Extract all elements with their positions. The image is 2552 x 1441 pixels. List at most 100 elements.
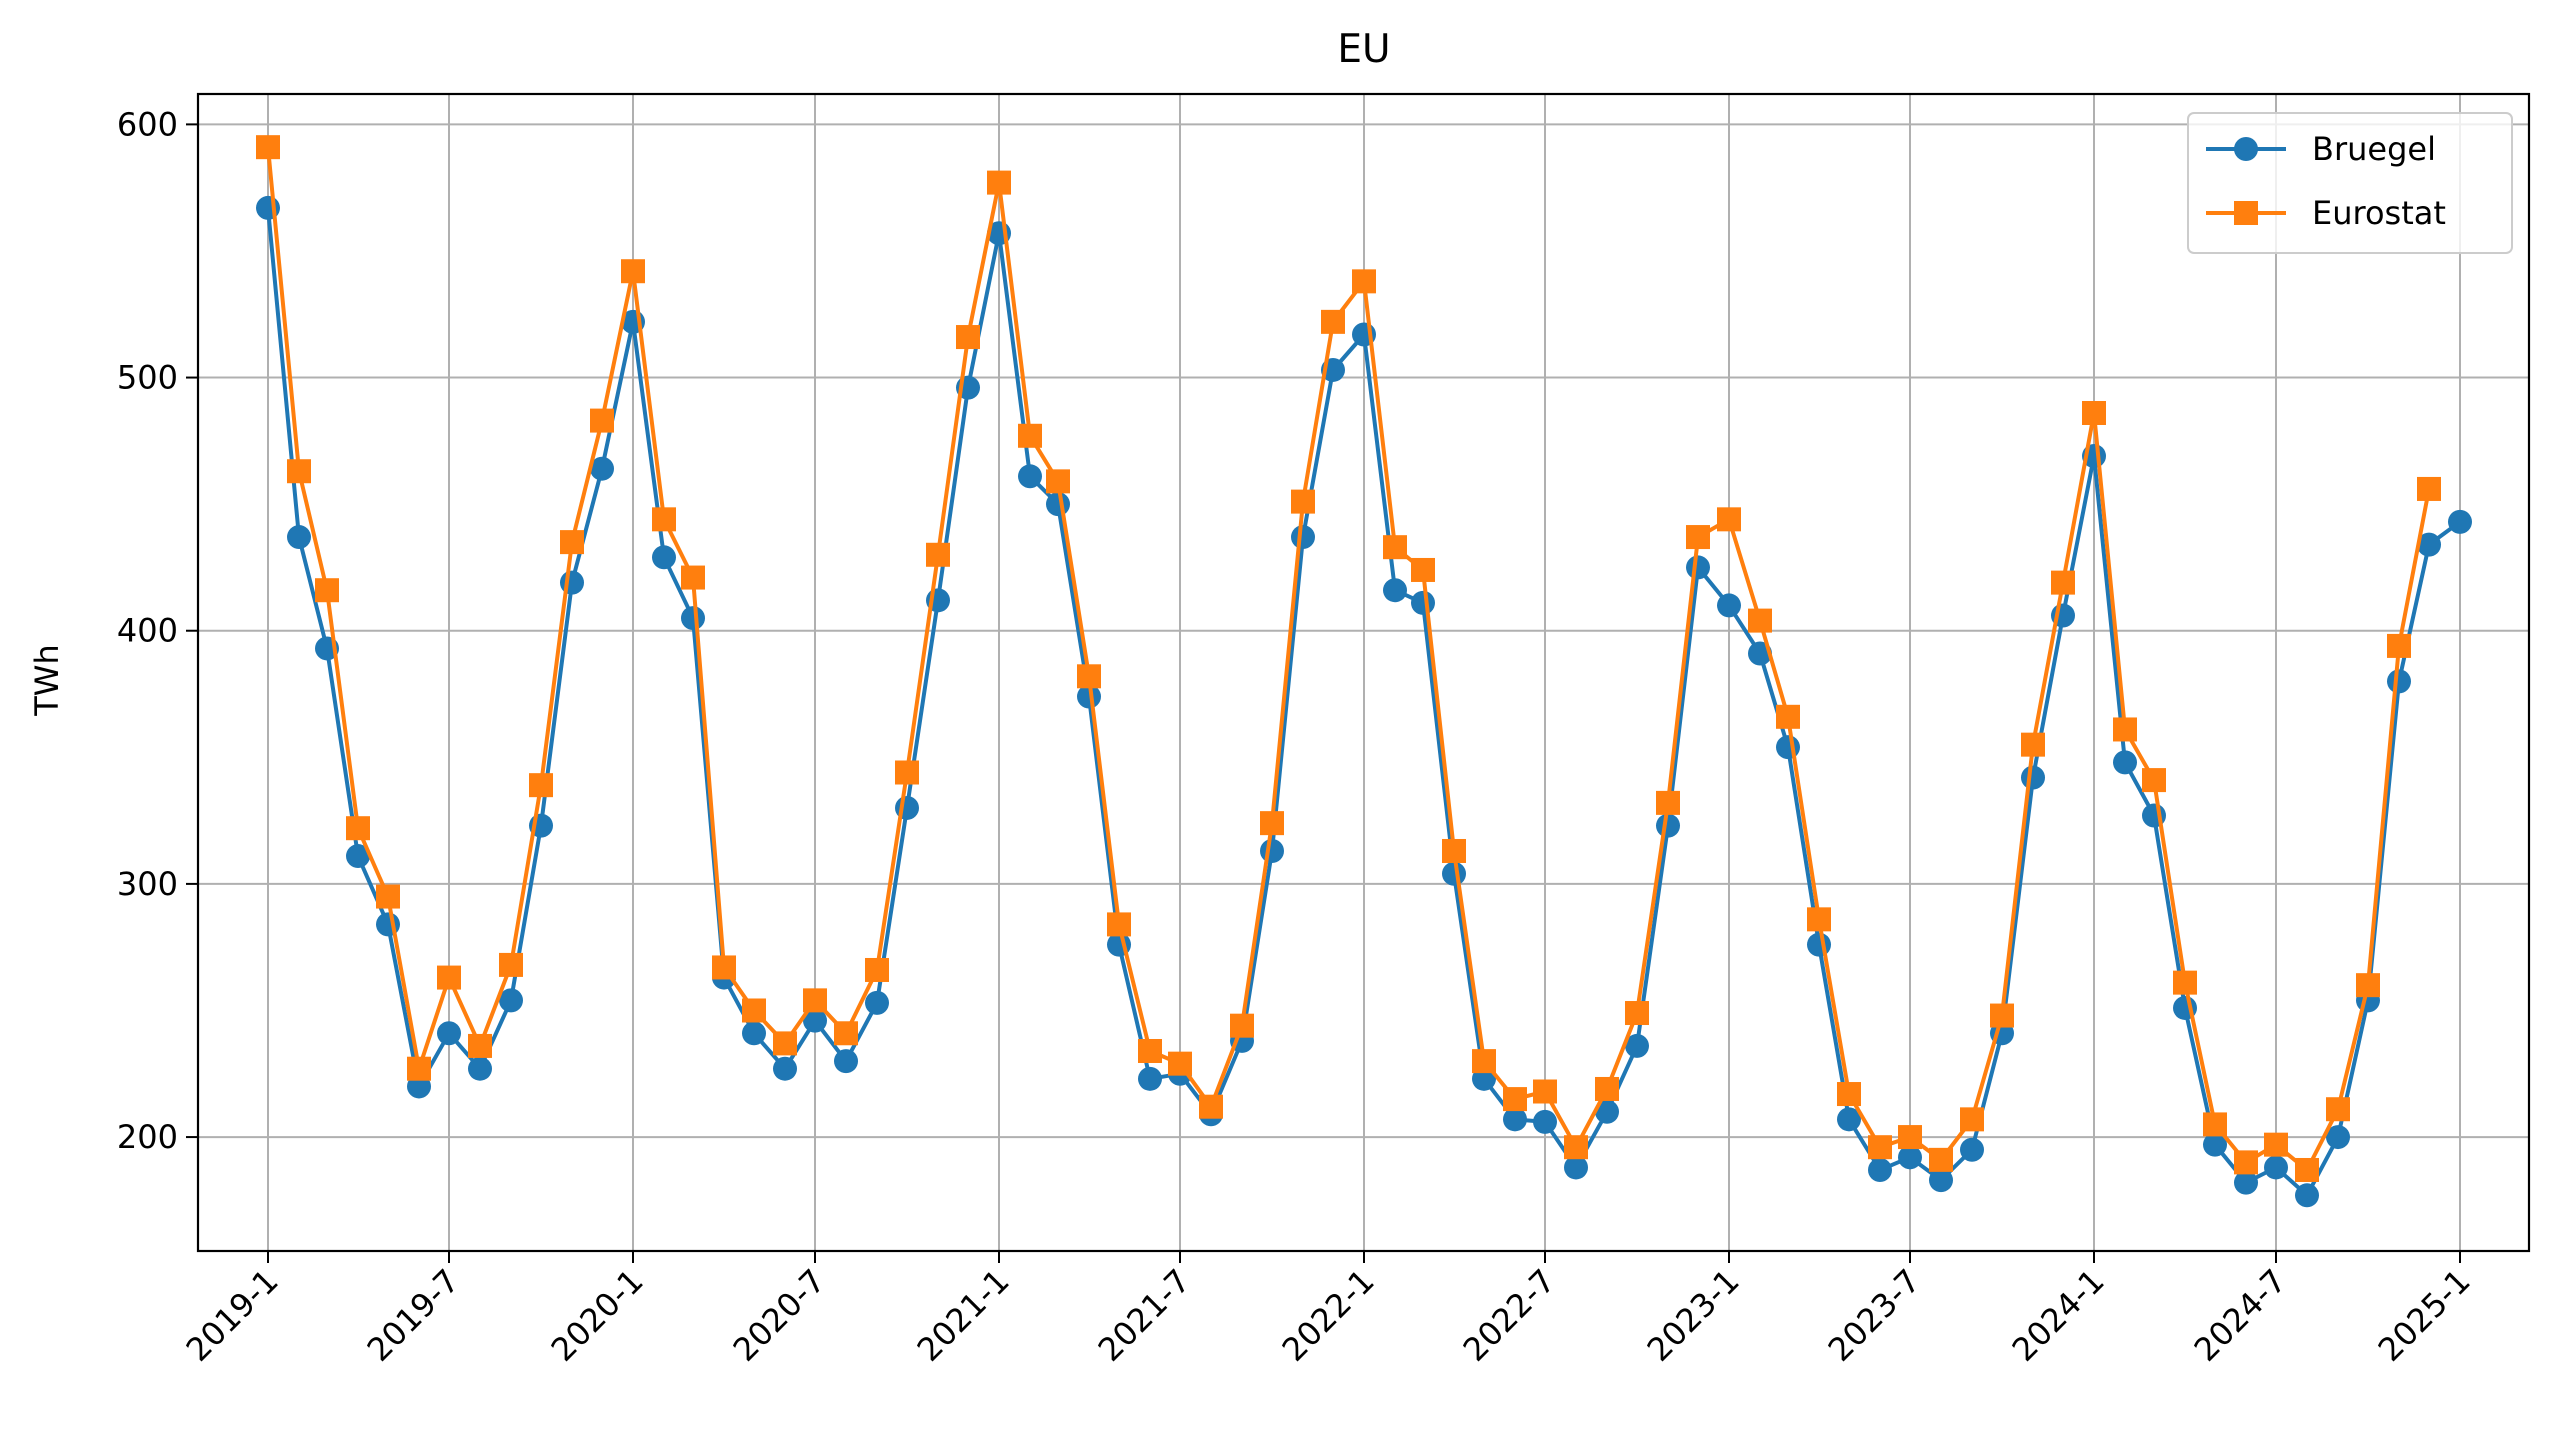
eurostat-point: [1077, 664, 1101, 689]
bruegel-point: [2021, 765, 2045, 790]
bruegel-point: [1291, 525, 1315, 550]
eurostat-point: [1776, 704, 1800, 729]
eurostat-point: [256, 135, 280, 160]
eurostat-series-line: [266, 147, 2431, 1172]
bruegel-point: [1868, 1157, 1892, 1182]
bruegel-point: [2203, 1132, 2227, 1157]
eurostat-point: [1533, 1079, 1557, 1104]
eurostat-point: [865, 957, 889, 982]
eurostat-point: [1199, 1094, 1223, 1119]
bruegel-point: [2234, 1170, 2258, 1195]
eurostat-point: [1564, 1135, 1588, 1160]
plot-series: [256, 135, 2472, 1208]
eurostat-point: [1898, 1125, 1922, 1150]
eurostat-point: [2051, 570, 2075, 595]
eurostat-point: [590, 408, 614, 433]
bruegel-point: [742, 1021, 766, 1046]
bruegel-point: [1077, 684, 1101, 709]
eurostat-point: [1625, 1001, 1649, 1026]
eurostat-point: [1352, 269, 1376, 294]
eurostat-point: [1503, 1087, 1527, 1112]
eurostat-point: [2113, 717, 2137, 742]
bruegel-point: [2295, 1183, 2319, 1208]
bruegel-point: [1929, 1168, 1953, 1193]
eurostat-point: [1807, 907, 1831, 932]
eurostat-point: [1383, 535, 1407, 560]
eurostat-point: [742, 998, 766, 1023]
eurostat-point: [1442, 838, 1466, 863]
bruegel-point: [1807, 932, 1831, 957]
eurostat-point: [437, 965, 461, 990]
bruegel-point: [1776, 735, 1800, 760]
eurostat-point: [926, 542, 950, 567]
legend-label-eurostat: Eurostat: [2312, 194, 2446, 232]
eurostat-point: [1990, 1003, 2014, 1028]
y-axis-label: TWh: [28, 644, 66, 716]
bruegel-point: [1564, 1155, 1588, 1180]
eurostat-point: [803, 988, 827, 1013]
bruegel-point: [1686, 555, 1710, 580]
y-tick-label: 400: [117, 612, 178, 650]
bruegel-point: [652, 545, 676, 570]
bruegel-point: [287, 525, 311, 550]
legend-marker-eurostat: [2234, 201, 2258, 225]
eurostat-point: [956, 325, 980, 350]
eurostat-point: [407, 1056, 431, 1081]
bruegel-point: [681, 606, 705, 631]
bruegel-point: [773, 1056, 797, 1081]
eurostat-point: [1595, 1076, 1619, 1101]
bruegel-point: [560, 570, 584, 595]
eurostat-point: [1291, 489, 1315, 514]
bruegel-point: [1837, 1107, 1861, 1132]
chart-title: EU: [1337, 27, 1390, 72]
eurostat-point: [2326, 1097, 2350, 1122]
eurostat-point: [499, 952, 523, 977]
y-tick-label: 500: [117, 359, 178, 397]
eurostat-point: [287, 459, 311, 484]
eurostat-point: [1686, 525, 1710, 550]
eurostat-point: [1929, 1147, 1953, 1172]
eurostat-point: [1168, 1051, 1192, 1076]
eurostat-point: [2203, 1112, 2227, 1137]
bruegel-point: [590, 456, 614, 481]
eurostat-point: [1138, 1038, 1162, 1063]
eurostat-point: [529, 773, 553, 798]
eurostat-point: [1018, 423, 1042, 448]
eurostat-point: [1321, 309, 1345, 334]
eurostat-point: [376, 884, 400, 909]
bruegel-point: [1595, 1099, 1619, 1124]
eurostat-point: [2082, 400, 2106, 425]
eurostat-point: [2356, 973, 2380, 998]
bruegel-point: [1898, 1145, 1922, 1170]
eurostat-point: [652, 507, 676, 532]
bruegel-point: [1442, 861, 1466, 886]
eurostat-point: [1960, 1107, 1984, 1132]
eurostat-point: [346, 816, 370, 841]
bruegel-point: [1533, 1109, 1557, 1134]
y-tick-label: 200: [117, 1118, 178, 1156]
bruegel-point: [1138, 1066, 1162, 1091]
eurostat-point: [2295, 1157, 2319, 1182]
eurostat-point: [834, 1021, 858, 1046]
plot-frame: [196, 92, 2531, 1253]
eurostat-point: [2387, 633, 2411, 658]
legend-label-bruegel: Bruegel: [2312, 130, 2436, 168]
eurostat-point: [2417, 476, 2441, 501]
bruegel-point: [834, 1049, 858, 1074]
eurostat-point: [1717, 507, 1741, 532]
eurostat-point: [621, 259, 645, 284]
bruegel-point: [468, 1056, 492, 1081]
bruegel-point: [1046, 492, 1070, 517]
bruegel-point: [803, 1008, 827, 1033]
eurostat-point: [895, 760, 919, 785]
eurostat-point: [681, 565, 705, 590]
eurostat-point: [1656, 790, 1680, 815]
legend-marker-bruegel: [2234, 137, 2258, 161]
eurostat-point: [1868, 1135, 1892, 1160]
bruegel-point: [1625, 1033, 1649, 1058]
bruegel-point: [1960, 1137, 1984, 1162]
bruegel-point: [1018, 464, 1042, 489]
bruegel-point: [2387, 669, 2411, 694]
